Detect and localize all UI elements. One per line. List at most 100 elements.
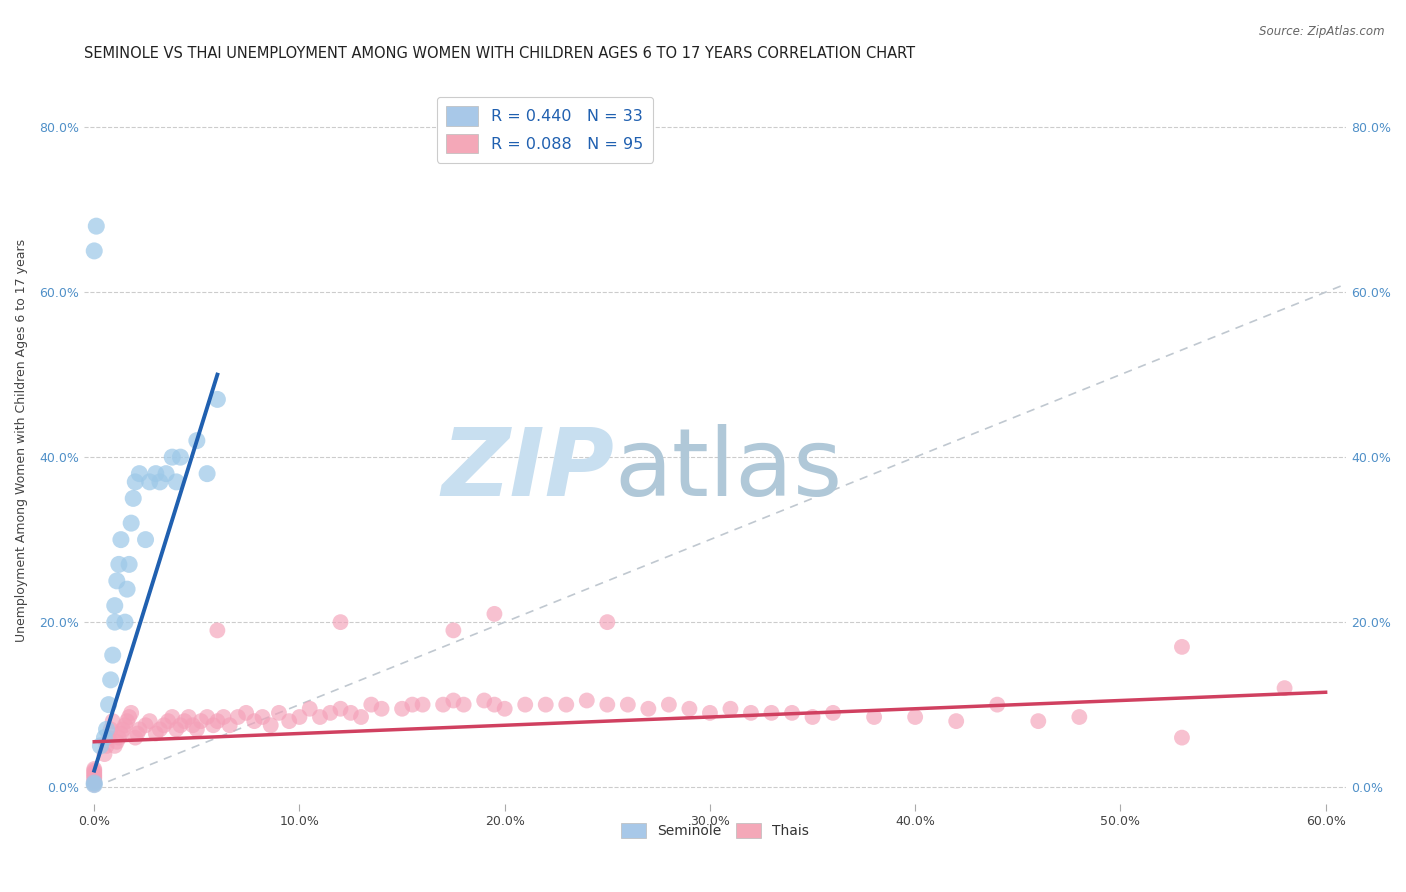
Point (83, 772, 105, 786)
Point (165, 723, 187, 737)
Point (83, 770, 105, 784)
Point (1171, 731, 1194, 745)
Point (252, 710, 274, 724)
Point (83, 762, 105, 776)
Point (97, 698, 120, 712)
Point (118, 710, 141, 724)
Point (83, 778, 105, 792)
Point (114, 718, 136, 732)
Point (801, 710, 824, 724)
Point (637, 702, 659, 716)
Point (104, 599, 127, 613)
Point (110, 533, 132, 547)
Point (412, 698, 434, 712)
Text: SEMINOLE VS THAI UNEMPLOYMENT AMONG WOMEN WITH CHILDREN AGES 6 TO 17 YEARS CORRE: SEMINOLE VS THAI UNEMPLOYMENT AMONG WOME… (84, 46, 915, 62)
Text: atlas: atlas (614, 424, 842, 516)
Text: Source: ZipAtlas.com: Source: ZipAtlas.com (1260, 25, 1385, 38)
Point (986, 698, 1008, 712)
Point (267, 706, 290, 720)
Point (145, 726, 167, 740)
Legend: Seminole, Thais: Seminole, Thais (616, 818, 814, 844)
Point (720, 702, 742, 716)
Point (370, 702, 392, 716)
Point (165, 475, 187, 489)
Point (190, 714, 212, 728)
Point (453, 698, 475, 712)
Point (945, 714, 967, 728)
Point (596, 615, 619, 629)
Point (160, 450, 183, 464)
Point (124, 731, 146, 745)
Point (115, 582, 138, 596)
Point (135, 533, 157, 547)
Point (128, 467, 150, 481)
Point (135, 718, 157, 732)
Text: ZIP: ZIP (441, 424, 614, 516)
Point (1069, 710, 1091, 724)
Point (218, 718, 240, 732)
Point (145, 467, 167, 481)
Point (153, 718, 176, 732)
Point (904, 710, 927, 724)
Point (100, 673, 122, 687)
Point (84, 219, 107, 234)
Point (108, 731, 131, 745)
Point (617, 698, 640, 712)
Point (111, 723, 134, 737)
Point (169, 718, 191, 732)
Point (555, 698, 578, 712)
Point (127, 726, 149, 740)
Point (93, 747, 115, 761)
Point (181, 718, 204, 732)
Point (207, 624, 229, 638)
Point (207, 714, 229, 728)
Point (195, 467, 218, 481)
Point (160, 710, 183, 724)
Point (319, 706, 342, 720)
Point (124, 475, 146, 489)
Point (83, 774, 105, 789)
Point (484, 607, 506, 621)
Point (699, 706, 721, 720)
Point (339, 706, 361, 720)
Point (288, 710, 311, 724)
Point (186, 723, 208, 737)
Point (122, 491, 145, 506)
Point (575, 693, 598, 707)
Point (155, 467, 177, 481)
Point (823, 706, 845, 720)
Y-axis label: Unemployment Among Women with Children Ages 6 to 17 years: Unemployment Among Women with Children A… (15, 239, 28, 642)
Point (780, 706, 803, 720)
Point (105, 574, 128, 588)
Point (115, 714, 138, 728)
Point (105, 735, 128, 749)
Point (863, 710, 886, 724)
Point (678, 702, 700, 716)
Point (195, 710, 218, 724)
Point (207, 392, 229, 407)
Point (110, 726, 132, 740)
Point (128, 723, 150, 737)
Point (329, 615, 352, 629)
Point (740, 706, 762, 720)
Point (494, 702, 516, 716)
Point (432, 698, 454, 712)
Point (177, 710, 200, 724)
Point (83, 765, 105, 780)
Point (138, 475, 160, 489)
Point (596, 698, 619, 712)
Point (138, 714, 160, 728)
Point (329, 702, 352, 716)
Point (235, 706, 257, 720)
Point (298, 702, 321, 716)
Point (169, 450, 191, 464)
Point (1274, 681, 1296, 695)
Point (391, 702, 413, 716)
Point (260, 718, 283, 732)
Point (101, 648, 124, 662)
Point (114, 615, 136, 629)
Point (472, 693, 495, 707)
Point (186, 434, 208, 448)
Point (1026, 714, 1049, 728)
Point (96, 723, 118, 737)
